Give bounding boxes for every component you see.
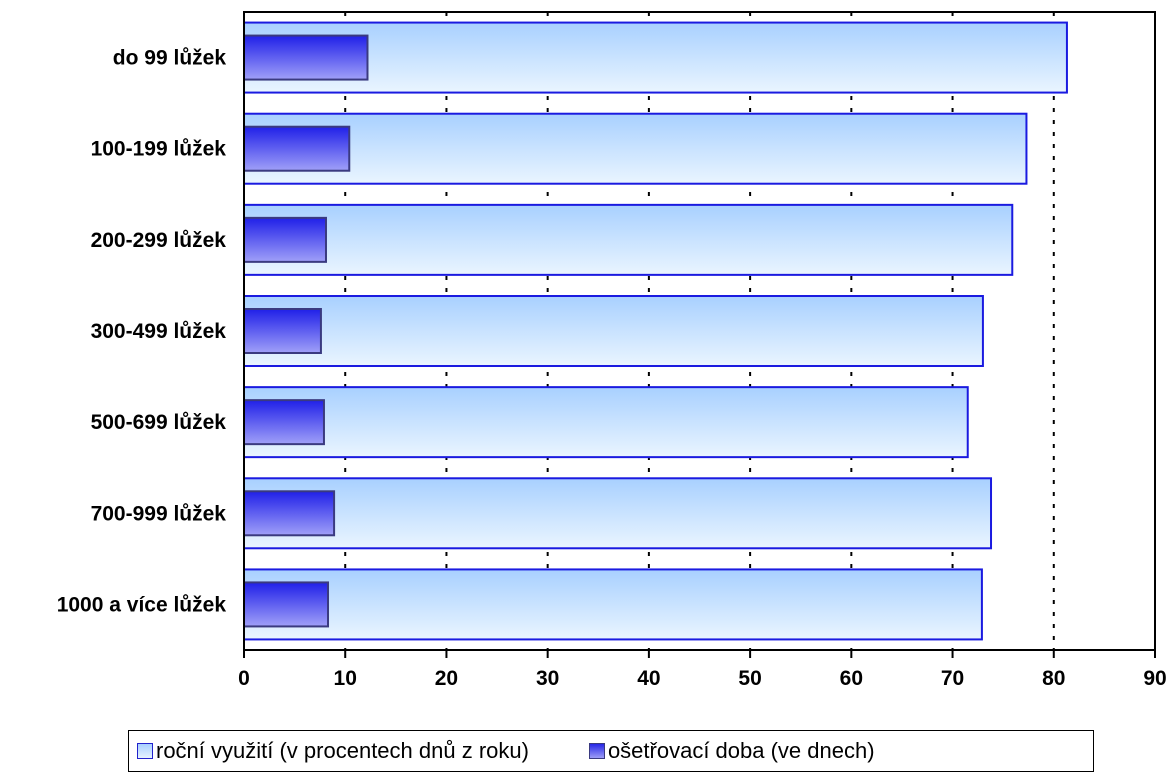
x-tick-label: 40 xyxy=(637,667,660,690)
bar-rocni-vyuziti xyxy=(243,477,993,550)
bar-osetrovaci-doba xyxy=(243,216,327,263)
legend-label-series1: roční využití (v procentech dnů z roku) xyxy=(156,738,529,763)
plot-frame xyxy=(243,11,1156,651)
bars-layer xyxy=(243,21,1068,641)
legend-swatch-dark-icon xyxy=(588,743,605,759)
x-tick-label: 0 xyxy=(238,667,250,690)
bar-osetrovaci-doba xyxy=(243,581,330,628)
legend-swatch-light-icon xyxy=(137,743,153,759)
x-tick-label: 30 xyxy=(536,667,559,690)
x-tick-label: 50 xyxy=(738,667,761,690)
legend-item-series2: ošetřovací doba (ve dnech) xyxy=(588,738,875,764)
category-label: 1000 a více lůžek xyxy=(57,593,227,616)
bar-osetrovaci-doba xyxy=(243,308,322,354)
axis-ticks xyxy=(243,650,1156,658)
x-tick-label: 70 xyxy=(941,667,964,690)
legend: roční využití (v procentech dnů z roku) … xyxy=(128,730,1094,772)
category-label: do 99 lůžek xyxy=(113,47,227,70)
bar-osetrovaci-doba xyxy=(243,34,369,81)
bar-osetrovaci-doba xyxy=(243,399,325,446)
category-labels: do 99 lůžek 100-199 lůžek 200-299 lůžek 300… xyxy=(57,47,227,617)
category-label: 300-499 lůžek xyxy=(91,320,227,343)
bar-rocni-vyuziti xyxy=(243,21,1068,94)
bar-osetrovaci-doba xyxy=(243,490,336,537)
bar-rocni-vyuziti xyxy=(243,203,1014,276)
legend-label-series2: ošetřovací doba (ve dnech) xyxy=(607,738,875,763)
category-label: 700-999 lůžek xyxy=(91,502,227,525)
x-tick-label: 80 xyxy=(1042,667,1065,690)
x-tick-label: 60 xyxy=(840,667,863,690)
bar-rocni-vyuziti xyxy=(243,386,969,459)
category-label: 100-199 lůžek xyxy=(91,138,227,161)
bar-rocni-vyuziti xyxy=(243,295,984,367)
x-tick-label: 90 xyxy=(1143,667,1166,690)
category-label: 500-699 lůžek xyxy=(91,411,227,434)
bar-rocni-vyuziti xyxy=(243,112,1028,185)
x-tick-label: 10 xyxy=(334,667,357,690)
legend-item-series1: roční využití (v procentech dnů z roku) xyxy=(137,738,529,764)
x-tick-label: 20 xyxy=(435,667,458,690)
bar-rocni-vyuziti xyxy=(243,568,983,641)
bar-osetrovaci-doba xyxy=(243,125,351,172)
x-tick-labels: 0 10 20 30 40 50 60 70 80 90 xyxy=(238,667,1167,690)
category-label: 200-299 lůžek xyxy=(91,229,227,252)
